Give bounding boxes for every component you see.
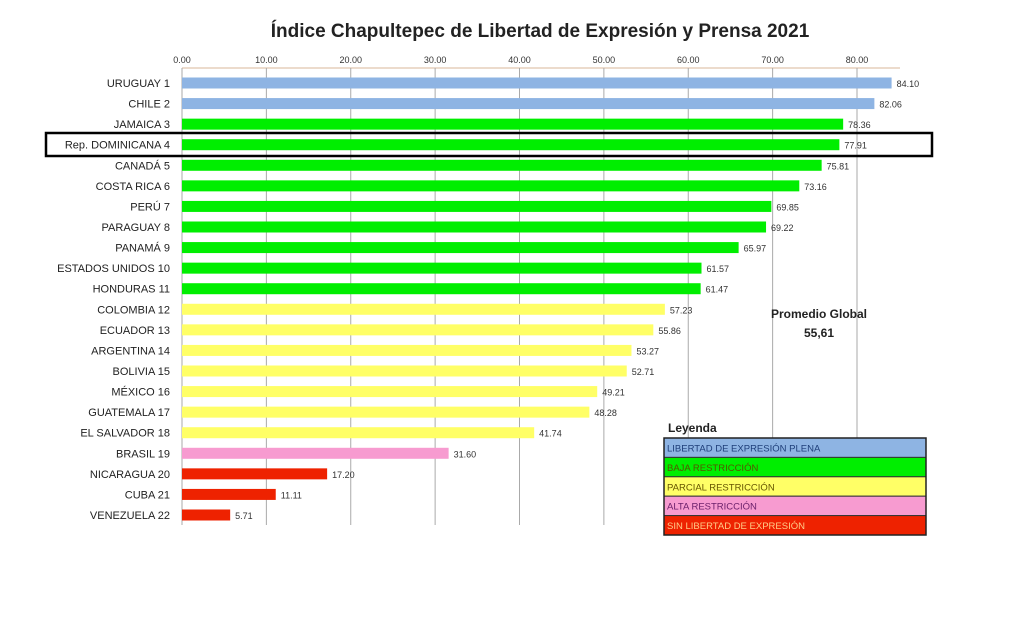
value-label: 31.60 bbox=[454, 449, 477, 459]
highlight-box bbox=[44, 131, 934, 158]
x-tick-label: 50.00 bbox=[593, 55, 616, 65]
value-label: 57.23 bbox=[670, 305, 693, 315]
legend-border bbox=[663, 437, 927, 536]
category-label: CHILE 2 bbox=[128, 99, 170, 111]
value-label: 82.06 bbox=[879, 100, 902, 110]
category-label: COSTA RICA 6 bbox=[96, 181, 170, 193]
promedio-value: 55,61 bbox=[804, 326, 834, 340]
bar bbox=[182, 386, 598, 398]
bar bbox=[182, 200, 772, 212]
bar bbox=[182, 488, 276, 500]
category-label: Rep. DOMINICANA 4 bbox=[65, 140, 170, 152]
category-label: VENEZUELA 22 bbox=[90, 510, 170, 522]
bar bbox=[182, 242, 739, 254]
legend-entry: BAJA RESTRICCIÓN bbox=[667, 463, 758, 474]
category-label: CANADÁ 5 bbox=[115, 159, 170, 172]
category-label: EL SALVADOR 18 bbox=[80, 428, 170, 440]
category-label: PANAMÁ 9 bbox=[115, 242, 170, 255]
category-label: NICARAGUA 20 bbox=[90, 469, 170, 481]
value-label: 17.20 bbox=[332, 470, 355, 480]
x-tick-label: 10.00 bbox=[255, 55, 278, 65]
bar bbox=[182, 365, 627, 377]
category-label: URUGUAY 1 bbox=[107, 78, 170, 90]
legend-entry: PARCIAL RESTRICCIÓN bbox=[667, 482, 775, 493]
promedio-label: Promedio Global bbox=[771, 307, 867, 321]
value-label: 53.27 bbox=[636, 346, 659, 356]
category-label: ESTADOS UNIDOS 10 bbox=[57, 263, 170, 275]
value-label: 78.36 bbox=[848, 120, 871, 130]
legend: LIBERTAD DE EXPRESIÓN PLENA BAJA RESTRICC… bbox=[663, 437, 927, 536]
category-label: CUBA 21 bbox=[125, 489, 170, 501]
value-label: 41.74 bbox=[539, 429, 562, 439]
bar bbox=[182, 139, 840, 151]
bar bbox=[182, 303, 665, 315]
category-label: ECUADOR 13 bbox=[100, 325, 170, 337]
x-tick-label: 80.00 bbox=[846, 55, 869, 65]
value-label: 69.22 bbox=[771, 223, 794, 233]
value-label: 49.21 bbox=[602, 388, 625, 398]
bar bbox=[182, 509, 231, 521]
category-label: MÉXICO 16 bbox=[111, 386, 170, 399]
x-tick-label: 40.00 bbox=[508, 55, 531, 65]
value-label: 84.10 bbox=[897, 79, 920, 89]
x-tick-label: 60.00 bbox=[677, 55, 700, 65]
bar bbox=[182, 77, 892, 89]
legend-title: Leyenda bbox=[668, 421, 717, 435]
value-label: 73.16 bbox=[804, 182, 827, 192]
value-label: 52.71 bbox=[632, 367, 655, 377]
bar bbox=[182, 283, 701, 295]
category-label: BRASIL 19 bbox=[116, 448, 170, 460]
x-tick-label: 30.00 bbox=[424, 55, 447, 65]
category-label: GUATEMALA 17 bbox=[88, 407, 170, 419]
value-label: 65.97 bbox=[744, 244, 767, 254]
value-label: 75.81 bbox=[827, 161, 850, 171]
bar bbox=[182, 118, 844, 130]
category-label: PERÚ 7 bbox=[130, 200, 170, 213]
bar bbox=[182, 324, 654, 336]
category-label: PARAGUAY 8 bbox=[102, 222, 170, 234]
value-label: 61.57 bbox=[706, 264, 729, 274]
value-label: 77.91 bbox=[844, 141, 867, 151]
chart-title: Índice Chapultepec de Libertad de Expres… bbox=[271, 20, 810, 42]
value-label: 55.86 bbox=[658, 326, 681, 336]
bar bbox=[182, 221, 767, 233]
value-label: 61.47 bbox=[706, 285, 729, 295]
legend-entry: SIN LIBERTAD DE EXPRESIÓN bbox=[667, 521, 805, 532]
x-tick-label: 0.00 bbox=[173, 55, 191, 65]
legend-entry: LIBERTAD DE EXPRESIÓN PLENA bbox=[667, 444, 821, 455]
bar bbox=[182, 427, 535, 439]
bar bbox=[182, 98, 875, 110]
category-label: BOLIVIA 15 bbox=[113, 366, 170, 378]
x-axis-ticks: 0.00 10.00 20.00 30.00 40.00 50.00 60.00 70.00 8… bbox=[173, 55, 868, 65]
value-label: 69.85 bbox=[776, 202, 799, 212]
category-label: COLOMBIA 12 bbox=[97, 304, 170, 316]
value-label: 48.28 bbox=[594, 408, 617, 418]
bar bbox=[182, 180, 800, 192]
value-label: 5.71 bbox=[235, 511, 253, 521]
bars: URUGUAY 1 84.10 CHILE 2 82.06 JAMAICA 3 78.36… bbox=[57, 77, 920, 522]
bar bbox=[182, 447, 449, 459]
category-label: HONDURAS 11 bbox=[93, 284, 170, 296]
x-tick-label: 70.00 bbox=[761, 55, 784, 65]
bar bbox=[182, 406, 590, 418]
value-label: 11.11 bbox=[281, 490, 302, 500]
legend-entry: ALTA RESTRICCIÓN bbox=[667, 502, 757, 513]
x-tick-label: 20.00 bbox=[339, 55, 362, 65]
category-label: ARGENTINA 14 bbox=[91, 345, 170, 357]
bar bbox=[182, 262, 702, 274]
bar bbox=[182, 468, 328, 480]
category-label: JAMAICA 3 bbox=[114, 119, 170, 131]
bar bbox=[182, 344, 632, 356]
bar bbox=[182, 159, 822, 171]
